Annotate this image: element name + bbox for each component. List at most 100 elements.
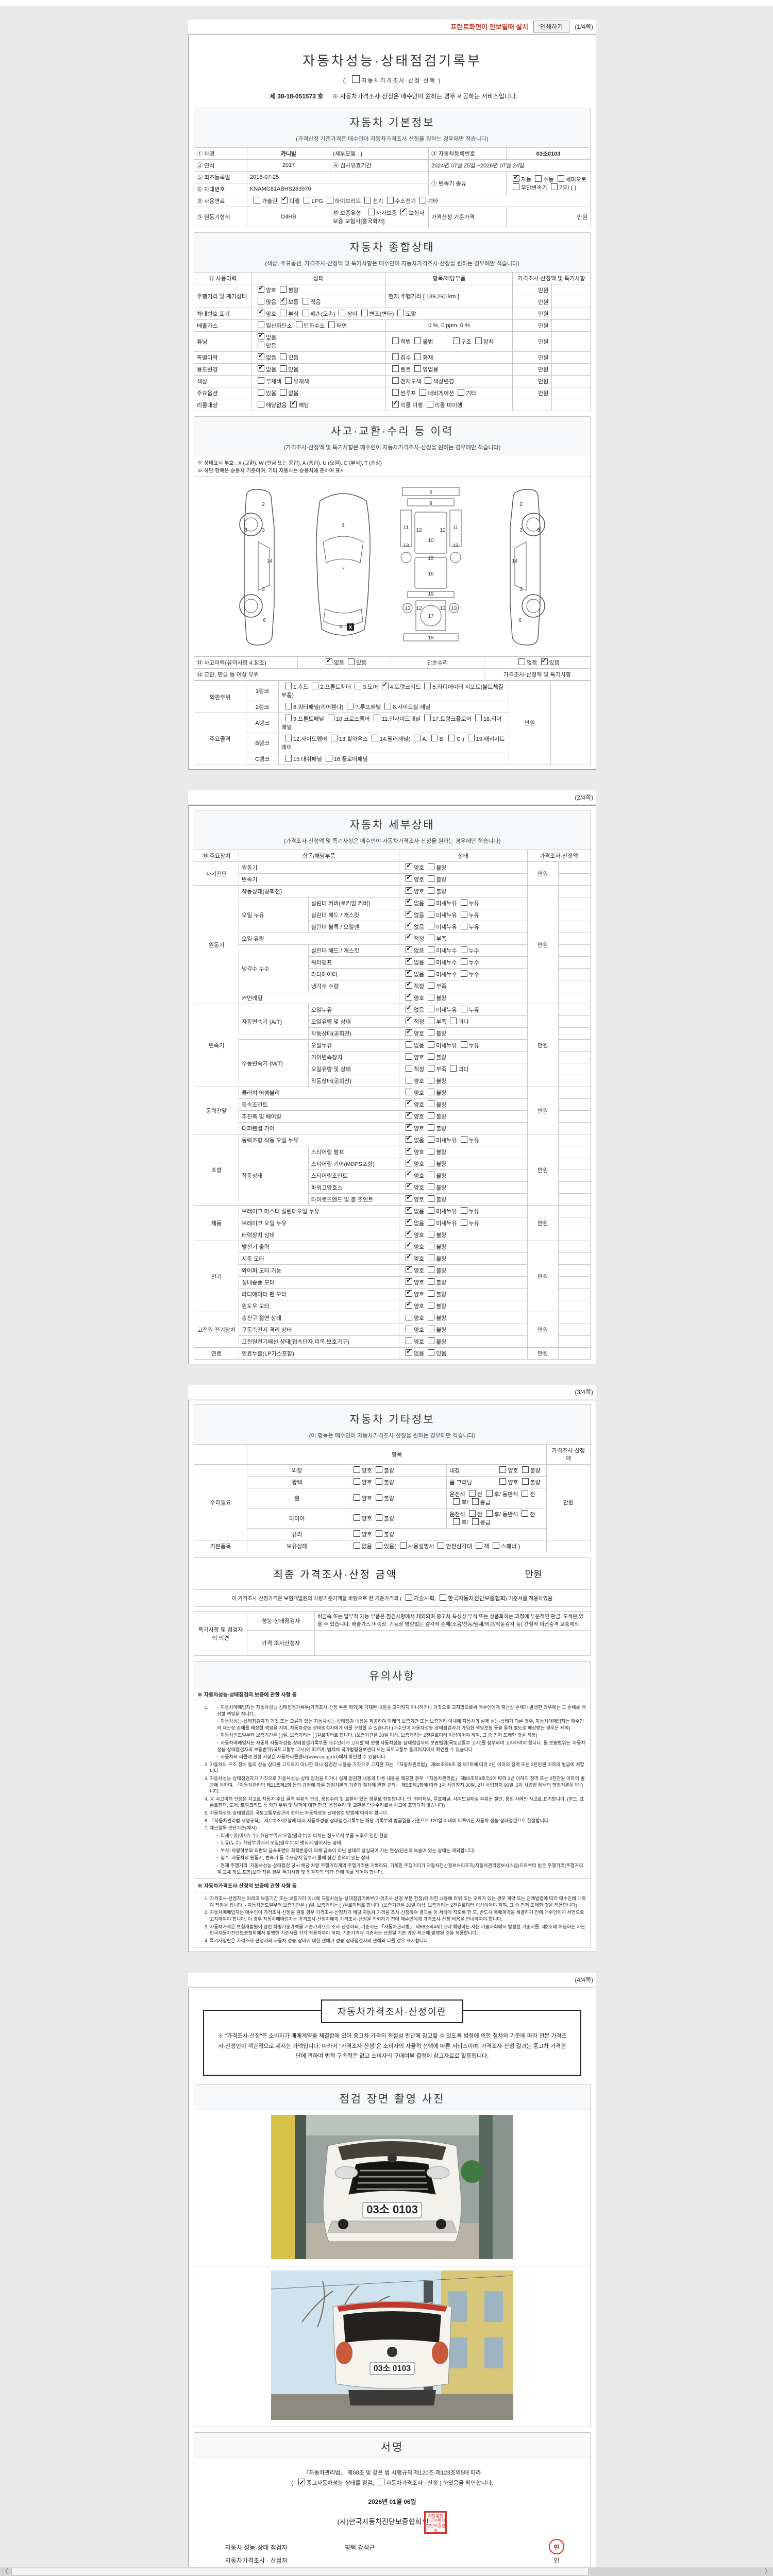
checkbox[interactable]	[405, 1146, 412, 1155]
checkbox[interactable]	[513, 173, 519, 182]
checkbox[interactable]	[405, 1053, 412, 1060]
checkbox[interactable]	[405, 1193, 412, 1202]
checkbox[interactable]	[280, 353, 287, 360]
checkbox[interactable]	[405, 1276, 412, 1285]
checkbox[interactable]	[472, 1498, 479, 1505]
horizontal-scrollbar[interactable]: 〈 〉	[0, 2567, 773, 2576]
checkbox[interactable]	[381, 681, 389, 689]
checkbox[interactable]	[453, 1518, 460, 1525]
checkbox[interactable]	[499, 1478, 507, 1485]
checkbox[interactable]	[428, 1290, 435, 1297]
checkbox[interactable]	[361, 310, 368, 316]
checkbox[interactable]	[428, 1018, 435, 1024]
checkbox[interactable]	[302, 298, 309, 304]
checkbox[interactable]	[328, 321, 335, 328]
checkbox[interactable]	[405, 1205, 412, 1214]
checkbox[interactable]	[513, 183, 519, 190]
checkbox[interactable]	[419, 197, 426, 204]
checkbox[interactable]	[499, 1466, 507, 1473]
checkbox[interactable]	[460, 911, 467, 918]
checkbox[interactable]	[298, 2477, 305, 2488]
checkbox[interactable]	[405, 956, 412, 965]
checkbox[interactable]	[375, 1494, 382, 1501]
checkbox[interactable]	[428, 1349, 435, 1356]
checkbox[interactable]	[428, 1124, 435, 1131]
checkbox[interactable]	[428, 958, 435, 965]
checkbox[interactable]	[405, 1252, 412, 1261]
checkbox[interactable]	[405, 1027, 412, 1036]
checkbox[interactable]	[280, 389, 287, 396]
checkbox[interactable]	[280, 286, 287, 293]
checkbox[interactable]	[428, 1255, 435, 1261]
checkbox[interactable]	[405, 1158, 412, 1166]
checkbox[interactable]	[405, 1241, 412, 1249]
checkbox[interactable]	[468, 1510, 476, 1517]
checkbox[interactable]	[353, 1466, 360, 1473]
checkbox[interactable]	[428, 1195, 435, 1202]
checkbox[interactable]	[405, 885, 412, 894]
checkbox[interactable]	[302, 310, 309, 316]
checkbox[interactable]	[371, 735, 378, 741]
checkbox[interactable]	[373, 715, 380, 721]
print-button[interactable]: 인쇄하기	[533, 21, 570, 32]
checkbox[interactable]	[428, 1326, 435, 1332]
checkbox[interactable]	[405, 1337, 412, 1344]
checkbox[interactable]	[440, 1594, 447, 1601]
checkbox[interactable]	[280, 365, 287, 372]
checkbox[interactable]	[353, 1494, 360, 1501]
checkbox[interactable]	[428, 1148, 435, 1155]
checkbox[interactable]	[414, 365, 422, 372]
checkbox[interactable]	[405, 1089, 412, 1095]
checkbox[interactable]	[405, 1098, 412, 1107]
checkbox[interactable]	[419, 389, 427, 396]
checkbox[interactable]	[428, 1041, 435, 1048]
checkbox[interactable]	[460, 946, 467, 953]
checkbox[interactable]	[405, 909, 412, 918]
checkbox[interactable]	[405, 1004, 412, 1012]
checkbox[interactable]	[258, 377, 264, 384]
checkbox[interactable]	[285, 735, 292, 741]
checkbox[interactable]	[405, 992, 412, 1001]
checkbox[interactable]	[476, 1542, 483, 1549]
checkbox[interactable]	[352, 75, 360, 83]
checkbox[interactable]	[518, 658, 526, 665]
checkbox[interactable]	[405, 1288, 412, 1297]
checkbox[interactable]	[428, 1207, 435, 1214]
checkbox[interactable]	[303, 197, 310, 204]
checkbox[interactable]	[428, 1029, 435, 1036]
checkbox[interactable]	[347, 703, 354, 709]
checkbox[interactable]	[339, 310, 346, 316]
checkbox[interactable]	[290, 399, 297, 408]
checkbox[interactable]	[353, 1542, 360, 1549]
checkbox[interactable]	[472, 1518, 479, 1525]
checkbox[interactable]	[414, 353, 422, 360]
checkbox[interactable]	[460, 1219, 467, 1226]
checkbox[interactable]	[285, 683, 292, 689]
checkbox[interactable]	[405, 1065, 412, 1072]
checkbox[interactable]	[285, 703, 292, 709]
checkbox[interactable]	[428, 1112, 435, 1119]
checkbox[interactable]	[428, 923, 435, 929]
checkbox[interactable]	[405, 968, 412, 977]
checkbox[interactable]	[522, 1510, 529, 1517]
checkbox[interactable]	[450, 1065, 457, 1072]
checkbox[interactable]	[375, 1542, 382, 1549]
checkbox[interactable]	[428, 899, 435, 906]
checkbox[interactable]	[475, 337, 482, 344]
checkbox[interactable]	[312, 683, 319, 689]
checkbox[interactable]	[405, 861, 412, 870]
checkbox[interactable]	[428, 1337, 435, 1344]
checkbox[interactable]	[448, 735, 455, 741]
checkbox[interactable]	[522, 1466, 529, 1473]
checkbox[interactable]	[348, 658, 355, 665]
checkbox[interactable]	[428, 1183, 435, 1190]
checkbox[interactable]	[557, 175, 564, 182]
checkbox[interactable]	[375, 1530, 382, 1537]
checkbox[interactable]	[364, 197, 372, 204]
checkbox[interactable]	[428, 1219, 435, 1226]
checkbox[interactable]	[428, 1302, 435, 1309]
checkbox[interactable]	[405, 944, 412, 953]
checkbox[interactable]	[330, 735, 338, 741]
checkbox[interactable]	[405, 1326, 412, 1332]
checkbox[interactable]	[541, 656, 548, 665]
